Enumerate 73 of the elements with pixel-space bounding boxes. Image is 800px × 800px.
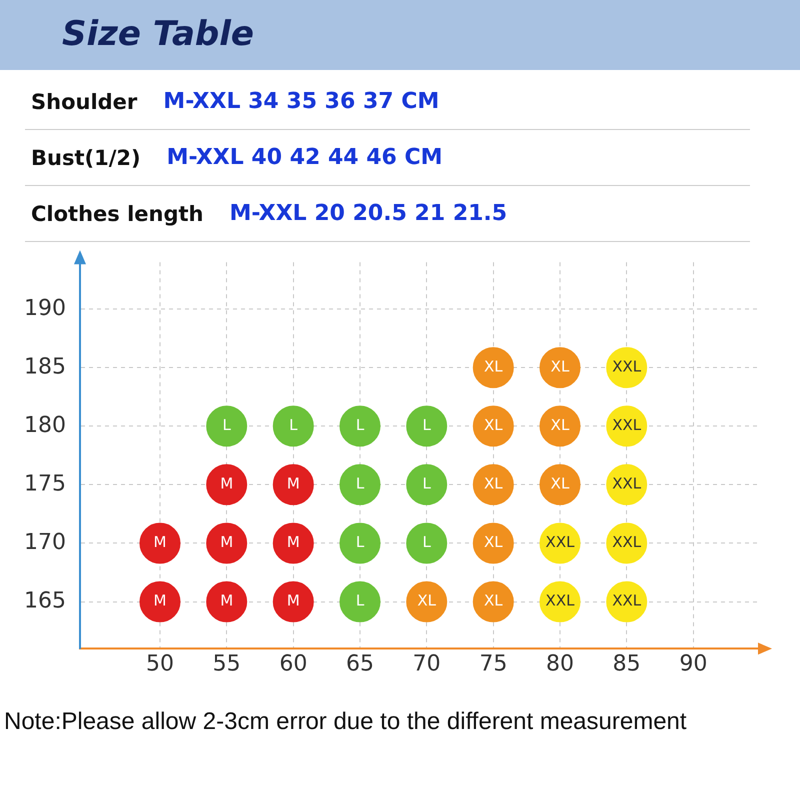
text: L <box>422 533 431 552</box>
text: M <box>154 533 166 552</box>
text: M-XXL 20 20.5 21 21.5 <box>230 201 508 226</box>
text: L <box>222 416 231 434</box>
text: XL <box>550 474 570 493</box>
text: XXL <box>612 533 642 552</box>
text: XXL <box>612 416 642 434</box>
x-tick-label: 85 <box>612 652 641 677</box>
point <box>339 464 380 506</box>
text: L <box>356 416 364 434</box>
point <box>139 581 180 622</box>
text: L <box>422 474 431 493</box>
text: XL <box>484 533 503 552</box>
y-tick-label: 180 <box>24 412 66 438</box>
point <box>139 522 180 564</box>
text: XL <box>484 416 503 434</box>
point <box>206 522 248 564</box>
series-label: M <box>154 592 166 610</box>
text: L <box>356 474 364 493</box>
point <box>406 406 448 447</box>
y-tick-label: 175 <box>24 471 66 496</box>
point <box>339 522 380 564</box>
text: M <box>286 533 300 552</box>
x-tick-label: 80 <box>546 652 574 677</box>
series-label: XXL <box>546 533 576 552</box>
point <box>206 464 248 506</box>
series-label: L <box>356 533 365 552</box>
series-label: XL <box>550 357 570 376</box>
point <box>272 522 314 564</box>
point <box>339 581 380 622</box>
text: M <box>220 474 234 493</box>
y-tick-label: 185 <box>24 354 66 380</box>
text: Clothes length <box>31 202 204 226</box>
text: L <box>422 416 431 434</box>
text: XL <box>550 416 570 434</box>
text: M-XXL 34 35 36 37 CM <box>163 89 440 114</box>
y-tick-label: 190 <box>24 296 66 321</box>
x-tick-label: 70 <box>412 652 441 677</box>
x-tick-label: 65 <box>346 652 374 677</box>
point <box>272 406 314 447</box>
point <box>206 406 248 447</box>
text: L <box>356 592 364 610</box>
y-tick-label: 170 <box>24 530 66 555</box>
x-tick-label: 90 <box>679 652 708 677</box>
point <box>406 464 448 506</box>
text: M <box>286 592 300 610</box>
text: Note:Please allow 2-3cm error due to the different measurement <box>4 708 687 736</box>
x-tick-label: 50 <box>146 652 174 677</box>
x-tick-label: 75 <box>479 652 508 677</box>
text: XXL <box>612 357 642 376</box>
text: XL <box>417 592 436 610</box>
text: M <box>220 533 234 552</box>
text: XXL <box>612 474 642 493</box>
y-tick-label: 165 <box>24 588 66 614</box>
text: XL <box>484 357 503 376</box>
text: XL <box>484 474 503 493</box>
text: M-XXL 40 42 44 46 CM <box>166 145 443 170</box>
x-tick-label: 55 <box>212 652 241 677</box>
text: Shoulder <box>31 90 138 114</box>
text: L <box>289 416 298 434</box>
point <box>406 522 448 564</box>
text: M <box>220 592 234 610</box>
point <box>272 581 314 622</box>
point <box>206 581 248 622</box>
point <box>339 406 380 447</box>
x-tick-label: 60 <box>279 652 308 677</box>
text: Bust(1/2) <box>31 146 141 170</box>
text: XL <box>484 592 503 610</box>
text: XXL <box>546 592 574 610</box>
text: XXL <box>612 592 642 610</box>
text: M <box>286 474 300 493</box>
point <box>272 464 314 506</box>
chart-title: Size Table <box>62 14 254 54</box>
